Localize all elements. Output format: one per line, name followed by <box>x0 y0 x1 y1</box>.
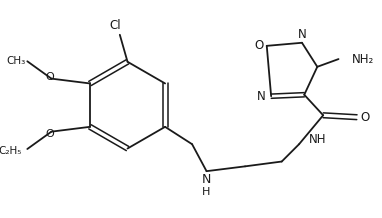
Text: Cl: Cl <box>109 19 121 32</box>
Text: CH₃: CH₃ <box>6 56 25 66</box>
Text: O: O <box>45 72 54 82</box>
Text: NH: NH <box>309 133 326 146</box>
Text: NH₂: NH₂ <box>352 53 374 66</box>
Text: N: N <box>202 173 211 186</box>
Text: H: H <box>202 187 211 197</box>
Text: N: N <box>298 28 306 41</box>
Text: O: O <box>254 39 264 52</box>
Text: N: N <box>257 90 266 103</box>
Text: O: O <box>360 111 369 124</box>
Text: C₂H₅: C₂H₅ <box>0 146 22 156</box>
Text: O: O <box>45 129 54 139</box>
